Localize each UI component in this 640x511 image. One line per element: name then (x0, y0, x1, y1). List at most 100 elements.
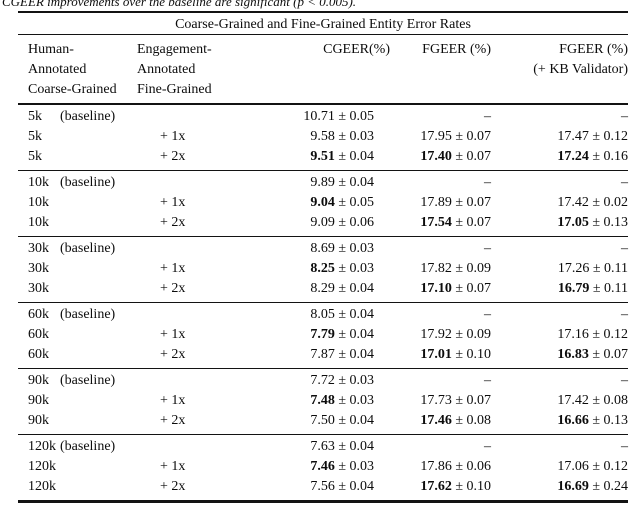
metric-value: 17.42 (557, 393, 589, 408)
table-block: 90k (baseline) 7.72 ± 0.03 – – 90k + 1x 7.48 ± … (18, 369, 628, 435)
table-row: 5k (baseline) 10.71 ± 0.05 – – (18, 107, 628, 127)
metric-value: 9.89 (310, 175, 335, 190)
cgeer-cell: 7.56 ± 0.04 (229, 477, 374, 497)
augmentation-cell: + 1x (160, 261, 186, 276)
metric-stderr: ± 0.07 (588, 347, 628, 362)
fgeer-cell: – (484, 109, 491, 124)
metric-value: 17.42 (557, 195, 589, 210)
baseline-label: (baseline) (60, 109, 116, 124)
baseline-label: (baseline) (60, 373, 116, 388)
metric-value: 17.95 (420, 129, 452, 144)
augmentation-cell: + 1x (160, 459, 186, 474)
fgeer-cell: 17.73 ± 0.07 (374, 391, 491, 411)
augmentation-cell (137, 305, 229, 325)
metric-stderr: ± 0.03 (334, 261, 374, 276)
table-row: 10k + 2x 9.09 ± 0.06 17.54 ± 0.07 17.05 ± 0.… (18, 213, 628, 233)
table-row: 120k (baseline) 7.63 ± 0.04 – – (18, 437, 628, 457)
metric-value: 8.05 (310, 307, 335, 322)
dataset-size-cell: 120k (baseline) (18, 437, 137, 457)
fgeer-kb-cell: 17.47 ± 0.12 (491, 127, 628, 147)
dataset-size-cell: 10k (18, 213, 137, 233)
header-line: Human- (28, 42, 74, 57)
augmentation-cell: + 2x (160, 413, 186, 428)
metric-stderr: ± 0.04 (334, 149, 374, 164)
dataset-size-cell: 60k (18, 325, 137, 345)
augmentation-cell: + 1x (160, 195, 186, 210)
metric-value: 17.16 (557, 327, 589, 342)
fgeer-cell: 17.46 ± 0.08 (374, 411, 491, 431)
cgeer-cell: 7.48 ± 0.03 (229, 391, 374, 411)
dataset-size-label: 10k (28, 175, 49, 190)
cgeer-cell: 7.46 ± 0.03 (229, 457, 374, 477)
metric-value: 9.04 (310, 195, 335, 210)
metric-value: 7.56 (310, 479, 335, 494)
table-row: 120k + 2x 7.56 ± 0.04 17.62 ± 0.10 16.69 ± 0… (18, 477, 628, 497)
baseline-label: (baseline) (60, 175, 116, 190)
dataset-size-label: 90k (28, 393, 49, 408)
augmentation-cell (137, 239, 229, 259)
fgeer-kb-cell: – (621, 241, 628, 256)
cgeer-cell: 9.09 ± 0.06 (229, 213, 374, 233)
table-row: 60k (baseline) 8.05 ± 0.04 – – (18, 305, 628, 325)
augmentation-cell (137, 371, 229, 391)
table-title: Coarse-Grained and Fine-Grained Entity E… (18, 11, 628, 35)
metric-value: 9.09 (310, 215, 335, 230)
dataset-size-label: 120k (28, 479, 56, 494)
cgeer-cell: 9.89 ± 0.04 (229, 173, 374, 193)
metric-stderr: ± 0.03 (334, 373, 374, 388)
metric-stderr: ± 0.08 (588, 393, 628, 408)
metric-stderr: ± 0.04 (334, 479, 374, 494)
table-block: 5k (baseline) 10.71 ± 0.05 – – 5k + 1x 9.58 ± 0… (18, 105, 628, 171)
fgeer-kb-cell: – (621, 373, 628, 388)
header-line: Coarse-Grained (28, 82, 117, 97)
augmentation-cell (137, 437, 229, 457)
table-row: 10k (baseline) 9.89 ± 0.04 – – (18, 173, 628, 193)
dataset-size-label: 5k (28, 129, 42, 144)
dataset-size-label: 90k (28, 413, 49, 428)
augmentation-cell: + 2x (160, 215, 186, 230)
dataset-size-label: 30k (28, 281, 49, 296)
dataset-size-label: 5k (28, 149, 42, 164)
augmentation-cell: + 1x (160, 327, 186, 342)
metric-value: 8.25 (310, 261, 335, 276)
header-line: (+ KB Validator) (533, 62, 628, 77)
cgeer-cell: 7.79 ± 0.04 (229, 325, 374, 345)
metric-value: 10.71 (303, 109, 335, 124)
dataset-size-cell: 30k (18, 279, 137, 299)
fgeer-cell: 17.01 ± 0.10 (374, 345, 491, 365)
metric-stderr: ± 0.09 (451, 327, 491, 342)
fgeer-cell: 17.54 ± 0.07 (374, 213, 491, 233)
fgeer-kb-cell: 16.69 ± 0.24 (491, 477, 628, 497)
table-row: 60k + 2x 7.87 ± 0.04 17.01 ± 0.10 16.83 ± 0.… (18, 345, 628, 365)
header-col-fgeer-kb: FGEER (%) (+ KB Validator) (491, 40, 628, 100)
baseline-label: (baseline) (60, 307, 116, 322)
dataset-size-cell: 30k (18, 259, 137, 279)
baseline-label: (baseline) (60, 241, 116, 256)
dataset-size-cell: 5k (18, 147, 137, 167)
metric-stderr: ± 0.07 (451, 195, 491, 210)
metric-stderr: ± 0.13 (588, 215, 628, 230)
metric-stderr: ± 0.11 (589, 261, 628, 276)
fgeer-kb-cell: – (621, 175, 628, 190)
metric-stderr: ± 0.04 (334, 439, 374, 454)
metric-stderr: ± 0.11 (589, 281, 628, 296)
dataset-size-cell: 90k (baseline) (18, 371, 137, 391)
metric-value: 7.72 (310, 373, 335, 388)
metric-value: 17.05 (557, 215, 589, 230)
metric-value: 17.82 (420, 261, 452, 276)
metric-stderr: ± 0.07 (451, 215, 491, 230)
header-col-engagement-annotated: Engagement- Annotated Fine-Grained (137, 40, 229, 100)
metric-stderr: ± 0.04 (334, 327, 374, 342)
metric-stderr: ± 0.04 (334, 175, 374, 190)
fgeer-kb-cell: – (621, 307, 628, 322)
metric-value: 9.51 (310, 149, 335, 164)
cgeer-cell: 9.04 ± 0.05 (229, 193, 374, 213)
table-row: 90k + 2x 7.50 ± 0.04 17.46 ± 0.08 16.66 ± 0.… (18, 411, 628, 431)
metric-value: 9.58 (310, 129, 335, 144)
header-line: Fine-Grained (137, 82, 212, 97)
fgeer-cell: 17.62 ± 0.10 (374, 477, 491, 497)
table-row: 30k + 2x 8.29 ± 0.04 17.10 ± 0.07 16.79 ± 0.… (18, 279, 628, 299)
metric-value: 17.46 (420, 413, 452, 428)
fgeer-kb-cell: 17.42 ± 0.02 (491, 193, 628, 213)
